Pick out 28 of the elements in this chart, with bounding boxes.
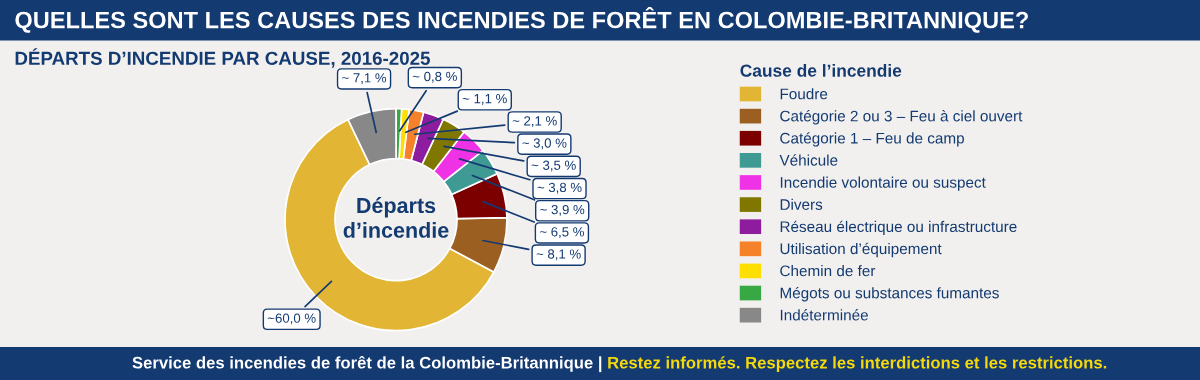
text: Départs d’incendie bbox=[343, 197, 449, 238]
data-label: ~ 0,8 % bbox=[412, 71, 457, 83]
data-label: ~ 1,1 % bbox=[462, 94, 507, 105]
data-label: ~ 3,8 % bbox=[537, 182, 582, 194]
legend-label: Véhicule bbox=[779, 154, 838, 166]
legend-label: Chemin de fer bbox=[780, 265, 876, 277]
text: Service des incendies de forêt de la Colombie-Britannique | bbox=[132, 355, 602, 373]
data-label: ~ 2,1 % bbox=[512, 116, 557, 128]
chart-title: QUELLES SONT LES CAUSES DES INCENDIES DE FORÊT EN COLOMBIE-BRITANNIQUE? bbox=[15, 6, 1028, 33]
data-label: ~ 7,1 % bbox=[342, 73, 387, 85]
legend-title: Cause de l’incendie bbox=[740, 64, 902, 77]
data-label: ~ 8,1 % bbox=[536, 249, 581, 261]
data-label: ~ 3,0 % bbox=[522, 138, 567, 150]
legend-label: Réseau électrique ou infrastructure bbox=[780, 220, 1017, 236]
legend-label: Mégots ou substances fumantes bbox=[780, 286, 999, 302]
text: Restez informés. Respectez les interdictions et les restrictions. bbox=[608, 356, 1107, 372]
legend-label: Incendie volontaire ou suspect bbox=[780, 176, 986, 191]
data-label: ~ 3,9 % bbox=[540, 204, 585, 216]
legend-label: Utilisation d’équipement bbox=[780, 242, 942, 258]
legend-label: Foudre bbox=[780, 88, 828, 100]
data-label: ~ 6,5 % bbox=[539, 227, 584, 239]
legend-label: Divers bbox=[780, 198, 823, 210]
legend-label: Catégorie 1 – Feu de camp bbox=[780, 132, 964, 147]
data-label: ~60,0 % bbox=[267, 313, 316, 325]
data-label: ~ 3,5 % bbox=[531, 160, 576, 172]
legend-label: Catégorie 2 ou 3 – Feu à ciel ouvert bbox=[780, 110, 1023, 125]
chart-subtitle: DÉPARTS D’INCENDIE PAR CAUSE, 2016-2025 bbox=[15, 48, 430, 68]
legend-label: Indéterminée bbox=[780, 309, 868, 321]
